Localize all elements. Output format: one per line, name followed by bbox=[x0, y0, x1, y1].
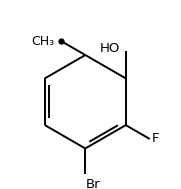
Text: F: F bbox=[151, 132, 159, 146]
Text: Br: Br bbox=[85, 178, 100, 189]
Text: CH₃: CH₃ bbox=[31, 35, 54, 48]
Text: HO: HO bbox=[100, 43, 121, 56]
